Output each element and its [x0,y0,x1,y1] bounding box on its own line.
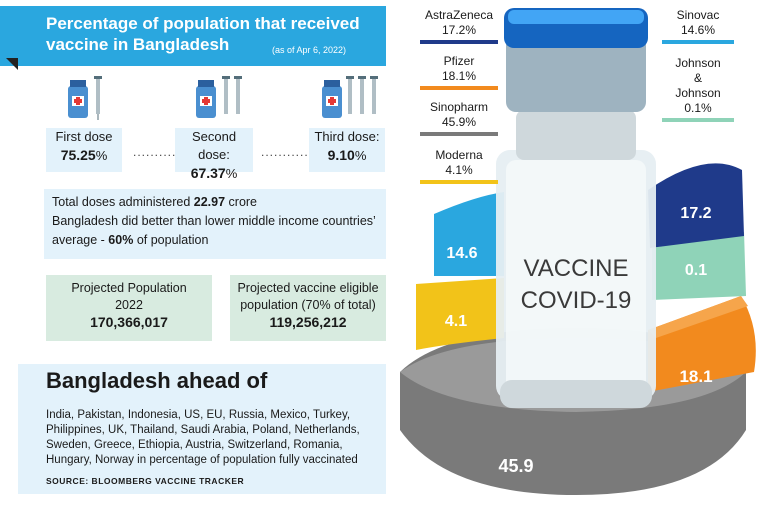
legend-sinopharm-underline [420,132,498,136]
projected-eligible-value: 119,256,212 [269,314,347,330]
vaccine-vial-icon [68,76,102,120]
legend-sinovac-underline [662,40,734,44]
projected-population-value: 170,366,017 [90,314,168,330]
projected-population-box: Projected Population 2022 170,366,017 [46,275,212,341]
projected-eligible-label-1: Projected vaccine eligible [237,281,379,295]
title-banner: Percentage of population that received v… [0,6,386,66]
first-dose-box: First dose 75.25% [46,128,122,172]
value-label-pfizer: 18.1 [679,367,712,386]
legend-johnson-line3: Johnson [675,86,721,100]
average-value: 60% [108,233,134,247]
value-label-sinovac: 14.6 [446,245,477,262]
slice-pfizer [648,296,756,392]
projected-population-year: 2022 [115,298,143,312]
vaccine-three-syringes-icon [322,76,378,118]
average-prefix: average - [52,233,105,247]
first-dose-unit: % [95,148,108,163]
legend-johnson-line2: & [693,71,702,85]
legend-astrazeneca-value: 17.2% [441,23,477,37]
legend-moderna-value: 4.1% [445,163,473,177]
third-dose-box: Third dose: 9.10% [309,128,385,172]
legend-sinopharm: Sinopharm 45.9% [420,100,498,136]
second-dose-box: Second dose: 67.37% [175,128,253,181]
first-dose-value: 75.25 [60,147,96,163]
legend-moderna: Moderna 4.1% [420,148,498,184]
page-title: Percentage of population that received v… [46,13,360,55]
vial-text-line1: VACCINE [524,255,629,282]
title-line-2: vaccine in Bangladesh [46,35,230,54]
banner-fold [6,58,18,70]
dots-separator-2: .............. [261,145,322,159]
total-value: 22.97 [193,195,226,209]
third-dose-label: Third dose: [314,129,380,144]
vaccine-share-chart: VACCINE COVID-19 17.2 0.1 18.1 45.9 14.6… [400,8,756,495]
legend-pfizer-name: Pfizer [443,54,475,68]
comparison-line: Bangladesh did better than lower middle … [52,214,376,228]
value-label-moderna: 4.1 [445,313,467,330]
vaccine-two-syringes-icon [196,76,242,118]
second-dose-unit: % [225,166,238,181]
vaccine-vial-illustration [496,8,656,408]
title-line-1: Percentage of population that received [46,14,360,33]
ahead-of-box: Bangladesh ahead of India, Pakistan, Ind… [18,364,386,494]
country-line-4: Hungary, Norway in percentage of populat… [46,454,358,466]
legend-johnson: Johnson & Johnson 0.1% [662,56,734,122]
projected-population-label: Projected Population [71,281,187,295]
average-suffix: of population [136,233,209,247]
projected-eligible-box: Projected vaccine eligible population (7… [230,275,386,341]
legend-astrazeneca-name: AstraZeneca [424,8,494,22]
country-line-1: India, Pakistan, Indonesia, US, EU, Russ… [46,409,351,421]
legend-pfizer-underline [420,86,498,90]
ahead-country-list: India, Pakistan, Indonesia, US, EU, Russ… [46,408,386,468]
legend-moderna-underline [420,180,498,184]
third-dose-unit: % [354,148,367,163]
vial-text-line2: COVID-19 [521,287,632,314]
legend-sinovac: Sinovac 14.6% [662,8,734,44]
slice-johnson [652,232,746,300]
legend-johnson-underline [662,118,734,122]
legend-pfizer-value: 18.1% [441,69,477,83]
value-label-sinopharm: 45.9 [498,456,533,476]
total-suffix: crore [228,195,258,209]
legend-astrazeneca-underline [420,40,498,44]
legend-moderna-name: Moderna [435,148,483,162]
slice-moderna [416,278,504,350]
legend-johnson-value: 0.1% [684,101,712,115]
legend-sinopharm-value: 45.9% [441,115,477,129]
legend-sinopharm-name: Sinopharm [429,100,489,114]
second-dose-label: Second dose: [191,129,237,162]
date-note: (as of Apr 6, 2022) [272,45,347,55]
first-dose-label: First dose [55,129,113,144]
legend-pfizer: Pfizer 18.1% [420,54,498,90]
legend-sinovac-value: 14.6% [680,23,716,37]
legend-johnson-line1: Johnson [675,56,721,70]
projected-eligible-label-2: population (70% of total) [240,298,376,312]
value-label-astrazeneca: 17.2 [680,205,711,222]
second-dose-value: 67.37 [190,165,226,181]
total-prefix: Total doses administered [52,195,191,209]
source-note: SOURCE: BLOOMBERG VACCINE TRACKER [46,476,245,486]
country-line-2: Philippines, UK, Thailand, Saudi Arabia,… [46,424,360,436]
slice-astrazeneca [648,163,744,248]
slice-sinovac [434,192,504,276]
country-line-3: Sweden, Greece, Ethiopia, Austria, Switz… [46,439,343,451]
ahead-heading: Bangladesh ahead of [46,368,268,393]
total-doses-info: Total doses administered 22.97 crore Ban… [44,189,386,259]
third-dose-value: 9.10 [327,147,355,163]
legend-astrazeneca: AstraZeneca 17.2% [420,8,498,44]
value-label-johnson: 0.1 [685,262,707,279]
legend-sinovac-name: Sinovac [676,8,720,22]
